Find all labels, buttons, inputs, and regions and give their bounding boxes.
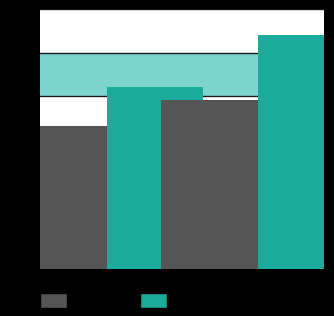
Bar <box>258 35 334 269</box>
Bar <box>107 87 203 269</box>
FancyBboxPatch shape <box>40 293 67 308</box>
FancyBboxPatch shape <box>140 293 167 308</box>
Bar <box>161 100 258 269</box>
Bar <box>40 225 324 269</box>
Bar <box>40 53 324 96</box>
Bar <box>40 139 324 182</box>
Bar <box>10 126 107 269</box>
